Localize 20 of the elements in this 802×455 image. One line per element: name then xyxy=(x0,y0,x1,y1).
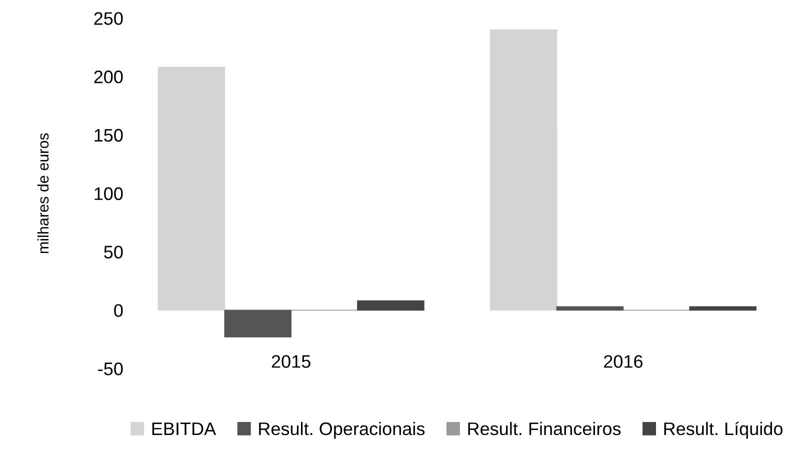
legend-label: EBITDA xyxy=(152,422,216,436)
y-tick-label: 50 xyxy=(104,246,123,258)
y-tick-label: 150 xyxy=(94,128,123,142)
bar xyxy=(158,66,226,311)
y-tick-label: -50 xyxy=(98,362,123,376)
bar xyxy=(556,306,624,311)
bar xyxy=(490,29,558,311)
legend-label: Result. Operacionais xyxy=(259,422,425,439)
y-axis-title: milhares de euros xyxy=(37,133,49,254)
y-tick-label: 200 xyxy=(94,70,123,84)
x-tick-label: 2016 xyxy=(604,355,642,368)
bar xyxy=(357,300,424,311)
bar xyxy=(689,306,756,311)
legend-label: Result. Financeiros xyxy=(468,422,621,436)
y-tick-label: 250 xyxy=(94,12,123,25)
legend-label: Result. Líquido xyxy=(664,422,782,439)
bar xyxy=(224,310,292,338)
y-tick-label: 0 xyxy=(114,304,123,317)
y-tick-label: 100 xyxy=(94,187,123,200)
x-tick-label: 2015 xyxy=(272,355,310,368)
